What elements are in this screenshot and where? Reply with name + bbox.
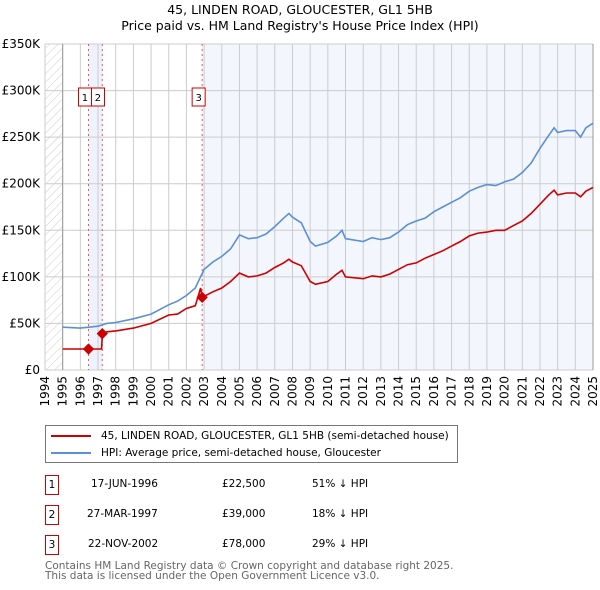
legend-label-property: 45, LINDEN ROAD, GLOUCESTER, GL1 5HB (se…	[101, 430, 449, 442]
x-tick-label: 2011	[339, 376, 353, 407]
series-line	[62, 186, 594, 350]
x-tick-label: 1995	[56, 376, 70, 407]
x-tick-label: 2013	[374, 376, 388, 407]
x-tick-label: 2018	[462, 376, 476, 407]
sale-label-box	[191, 87, 206, 107]
sale-label: 3	[195, 93, 201, 104]
sale-label: 2	[95, 93, 101, 104]
x-tick-label: 2009	[303, 376, 317, 407]
shaded-region	[88, 44, 103, 370]
x-tick-label: 2024	[568, 376, 582, 407]
x-tick-label: 2003	[197, 376, 211, 407]
sale-hpi-diff: 51% ↓ HPI	[312, 478, 369, 490]
x-tick-label: 1998	[109, 376, 123, 407]
sale-marker-label: 3	[45, 535, 59, 555]
chart-title: 45, LINDEN ROAD, GLOUCESTER, GL1 5HB	[167, 2, 433, 17]
x-tick-label: 2016	[427, 376, 441, 407]
legend-swatch-hpi	[51, 452, 91, 454]
x-tick-label: 1994	[38, 376, 52, 407]
sale-row-3: 3 22-NOV-2002 £78,000 29% ↓ HPI	[45, 535, 465, 555]
sale-label: 1	[82, 93, 88, 104]
shaded-region	[202, 44, 593, 370]
sale-hpi-diff: 29% ↓ HPI	[312, 538, 369, 550]
x-tick-label: 2004	[215, 376, 229, 407]
x-tick-label: 2010	[321, 376, 335, 407]
y-tick-label: £0	[25, 363, 40, 377]
y-tick-label: £100K	[2, 270, 42, 284]
x-tick-label: 2023	[551, 376, 565, 407]
sale-price: £22,500	[222, 478, 266, 490]
y-tick-label: £300K	[2, 84, 42, 98]
x-tick-label: 2002	[179, 376, 193, 407]
footer: Contains HM Land Registry data © Crown c…	[45, 560, 454, 582]
x-tick-label: 2006	[250, 376, 264, 407]
y-tick-label: £250K	[2, 130, 42, 144]
sale-row-1: 1 17-JUN-1996 £22,500 51% ↓ HPI	[45, 475, 465, 495]
sale-label-box	[90, 87, 105, 107]
x-tick-label: 2005	[232, 376, 246, 407]
x-tick-label: 1999	[126, 376, 140, 407]
footer-copyright: Contains HM Land Registry data © Crown c…	[45, 560, 454, 572]
sale-marker-label: 2	[45, 505, 59, 525]
legend-item-property: 45, LINDEN ROAD, GLOUCESTER, GL1 5HB (se…	[46, 428, 449, 444]
sale-price: £39,000	[222, 508, 266, 520]
x-tick-label: 2014	[392, 376, 406, 407]
footer-licence: This data is licensed under the Open Gov…	[45, 570, 380, 582]
legend-swatch-property	[51, 435, 91, 437]
y-tick-label: £150K	[2, 223, 42, 237]
plot-area: £0 £50K £100K £150K £200K £250K £300K £350K 1994…	[2, 37, 600, 407]
sale-hpi-diff: 18% ↓ HPI	[312, 508, 369, 520]
y-tick-label: £350K	[2, 37, 42, 51]
y-tick-label: £200K	[2, 177, 42, 191]
sale-date: 27-MAR-1997	[87, 508, 158, 520]
hatched-region	[45, 44, 63, 370]
y-tick-label: £50K	[9, 316, 41, 330]
x-tick-label: 2007	[268, 376, 282, 407]
legend-label-hpi: HPI: Average price, semi-detached house,…	[101, 447, 381, 459]
series-line	[62, 122, 594, 329]
x-tick-label: 2000	[144, 376, 158, 407]
legend-item-hpi: HPI: Average price, semi-detached house,…	[46, 445, 381, 461]
x-tick-label: 2017	[445, 376, 459, 407]
x-tick-label: 2020	[498, 376, 512, 407]
x-tick-label: 2012	[356, 376, 370, 407]
sale-marker-label: 1	[45, 475, 59, 495]
sale-price: £78,000	[222, 538, 266, 550]
x-tick-label: 2015	[409, 376, 423, 407]
x-tick-label: 1996	[73, 376, 87, 407]
sale-row-2: 2 27-MAR-1997 £39,000 18% ↓ HPI	[45, 505, 465, 525]
sale-date: 22-NOV-2002	[88, 538, 159, 550]
x-tick-label: 2025	[586, 376, 600, 407]
x-tick-label: 2021	[515, 376, 529, 407]
sale-date: 17-JUN-1996	[91, 478, 158, 490]
x-tick-label: 2022	[533, 376, 547, 407]
x-tick-label: 2001	[162, 376, 176, 407]
chart-subtitle: Price paid vs. HM Land Registry's House …	[121, 18, 479, 33]
x-tick-label: 1997	[91, 376, 105, 407]
x-tick-label: 2008	[285, 376, 299, 407]
legend: 45, LINDEN ROAD, GLOUCESTER, GL1 5HB (se…	[45, 425, 458, 463]
sale-point	[196, 291, 208, 304]
x-tick-label: 2019	[480, 376, 494, 407]
